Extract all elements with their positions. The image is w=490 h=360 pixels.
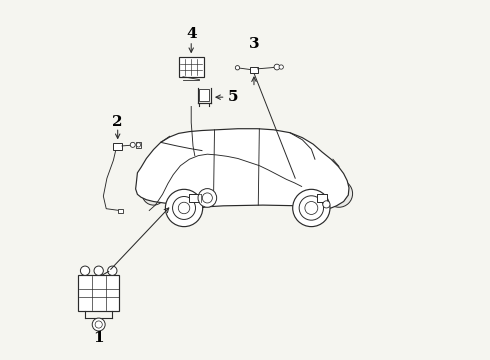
Circle shape xyxy=(142,182,165,205)
FancyBboxPatch shape xyxy=(189,194,201,202)
FancyBboxPatch shape xyxy=(250,67,258,73)
Circle shape xyxy=(307,204,316,212)
Circle shape xyxy=(293,189,330,226)
Circle shape xyxy=(180,204,188,212)
Circle shape xyxy=(323,201,330,208)
FancyBboxPatch shape xyxy=(78,275,120,311)
FancyBboxPatch shape xyxy=(118,209,123,213)
Circle shape xyxy=(178,202,190,214)
Text: 1: 1 xyxy=(94,331,104,345)
Circle shape xyxy=(94,266,103,275)
Circle shape xyxy=(300,197,322,219)
Circle shape xyxy=(80,266,90,275)
Circle shape xyxy=(92,318,105,331)
Text: 3: 3 xyxy=(248,37,259,51)
Circle shape xyxy=(198,189,217,207)
FancyBboxPatch shape xyxy=(317,194,327,202)
Circle shape xyxy=(299,196,323,220)
Circle shape xyxy=(136,143,141,147)
Circle shape xyxy=(172,197,196,220)
FancyBboxPatch shape xyxy=(136,142,141,148)
Circle shape xyxy=(173,197,195,219)
Circle shape xyxy=(331,186,347,202)
FancyBboxPatch shape xyxy=(179,57,204,77)
Circle shape xyxy=(274,64,280,70)
Circle shape xyxy=(279,65,283,69)
Text: 5: 5 xyxy=(227,90,238,104)
Circle shape xyxy=(305,202,318,215)
Polygon shape xyxy=(136,129,349,211)
Circle shape xyxy=(166,189,203,226)
Circle shape xyxy=(130,142,135,147)
Circle shape xyxy=(325,180,353,207)
Circle shape xyxy=(235,66,240,70)
Circle shape xyxy=(95,321,102,328)
Circle shape xyxy=(202,193,212,203)
FancyBboxPatch shape xyxy=(113,143,122,149)
Circle shape xyxy=(108,266,117,275)
FancyBboxPatch shape xyxy=(199,89,210,101)
Text: 2: 2 xyxy=(112,114,123,129)
Text: 4: 4 xyxy=(186,27,196,41)
